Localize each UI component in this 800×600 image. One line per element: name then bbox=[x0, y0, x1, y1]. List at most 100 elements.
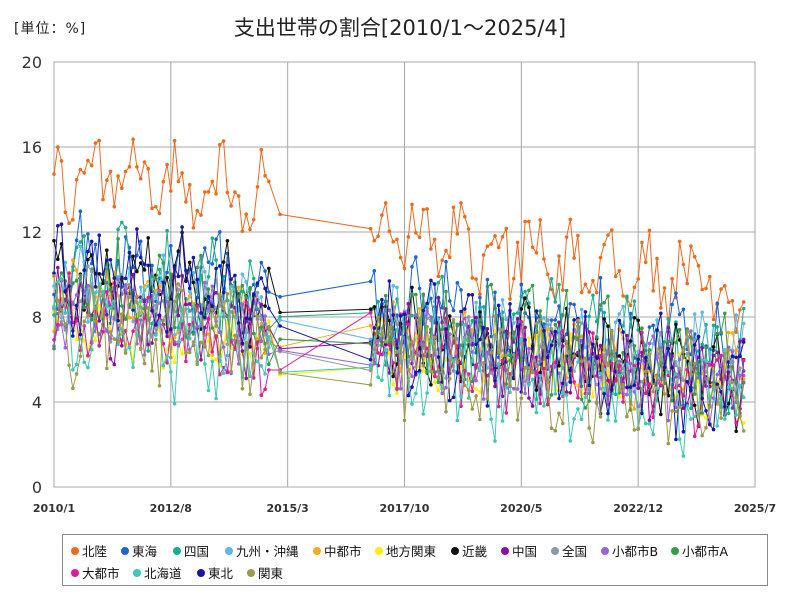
data-point bbox=[263, 286, 267, 291]
data-point bbox=[71, 386, 75, 391]
data-point bbox=[206, 317, 211, 322]
data-point bbox=[120, 186, 124, 190]
data-point bbox=[387, 343, 392, 347]
data-point bbox=[251, 292, 256, 297]
data-point bbox=[436, 388, 441, 393]
legend-item: 地方関東 bbox=[375, 541, 436, 560]
data-point bbox=[689, 417, 693, 421]
data-point bbox=[730, 299, 735, 303]
data-point bbox=[606, 372, 610, 377]
data-point bbox=[376, 338, 380, 343]
data-point bbox=[402, 266, 407, 271]
data-point bbox=[251, 312, 256, 316]
data-point bbox=[553, 360, 558, 365]
data-point bbox=[161, 363, 166, 368]
data-point bbox=[402, 312, 407, 317]
data-point bbox=[229, 369, 233, 374]
data-point bbox=[169, 370, 173, 374]
data-point bbox=[380, 331, 384, 336]
data-point bbox=[655, 356, 659, 361]
data-point bbox=[659, 342, 663, 347]
legend-item: 小都市B bbox=[601, 541, 658, 560]
data-point bbox=[545, 327, 550, 331]
data-point bbox=[184, 307, 188, 311]
data-point bbox=[534, 321, 539, 326]
data-point bbox=[677, 239, 682, 244]
data-point bbox=[97, 343, 101, 348]
data-point bbox=[647, 382, 652, 386]
data-point bbox=[538, 218, 542, 222]
data-point bbox=[643, 421, 648, 426]
data-point bbox=[504, 353, 509, 358]
data-point bbox=[93, 324, 98, 329]
data-point bbox=[169, 355, 173, 360]
data-point bbox=[82, 260, 86, 264]
data-point bbox=[459, 364, 463, 369]
data-point bbox=[195, 265, 199, 270]
data-point bbox=[572, 302, 576, 307]
data-point bbox=[681, 454, 686, 458]
data-point bbox=[685, 281, 689, 286]
data-point bbox=[636, 427, 640, 432]
data-point bbox=[206, 306, 211, 311]
data-point bbox=[666, 370, 671, 375]
data-point bbox=[534, 410, 539, 415]
data-point bbox=[621, 294, 625, 298]
data-point bbox=[677, 437, 682, 442]
data-point bbox=[251, 376, 256, 380]
data-point bbox=[508, 302, 512, 306]
data-point bbox=[267, 352, 271, 357]
data-point bbox=[504, 382, 509, 386]
data-point bbox=[738, 414, 742, 419]
data-point bbox=[594, 382, 599, 387]
data-point bbox=[368, 365, 373, 370]
data-point bbox=[218, 264, 222, 268]
data-point bbox=[576, 233, 580, 238]
data-point bbox=[534, 251, 539, 255]
data-point bbox=[146, 295, 150, 300]
data-point bbox=[221, 260, 226, 264]
data-point bbox=[267, 306, 271, 311]
data-point bbox=[127, 316, 132, 320]
data-point bbox=[659, 384, 663, 388]
data-point bbox=[267, 325, 271, 330]
data-point bbox=[391, 361, 396, 365]
series-13 bbox=[52, 222, 746, 442]
data-point bbox=[218, 330, 222, 334]
data-point bbox=[625, 392, 629, 397]
data-point bbox=[515, 387, 520, 391]
data-point bbox=[368, 383, 373, 387]
data-point bbox=[154, 288, 158, 293]
data-point bbox=[429, 296, 433, 301]
data-point bbox=[244, 295, 248, 300]
data-point bbox=[523, 365, 527, 370]
data-point bbox=[432, 374, 437, 379]
data-point bbox=[466, 315, 471, 319]
data-point bbox=[74, 268, 79, 273]
data-point bbox=[591, 440, 595, 445]
data-point bbox=[184, 268, 188, 273]
data-point bbox=[470, 319, 475, 323]
data-point bbox=[67, 284, 71, 288]
data-point bbox=[643, 260, 648, 265]
data-point bbox=[466, 227, 471, 231]
data-point bbox=[206, 295, 211, 299]
data-point bbox=[734, 413, 738, 417]
data-point bbox=[674, 291, 678, 296]
data-point bbox=[715, 424, 720, 428]
data-point bbox=[651, 334, 655, 338]
data-point bbox=[157, 253, 162, 258]
data-point bbox=[730, 354, 735, 359]
data-point bbox=[86, 232, 90, 236]
data-point bbox=[429, 315, 433, 319]
legend-label: 大都市 bbox=[82, 566, 120, 581]
data-point bbox=[587, 399, 591, 403]
x-tick-label: 2020/5 bbox=[500, 502, 542, 515]
data-point bbox=[617, 354, 622, 358]
data-point bbox=[429, 369, 433, 374]
data-point bbox=[263, 269, 267, 273]
data-point bbox=[647, 418, 652, 423]
data-point bbox=[470, 389, 475, 394]
data-point bbox=[59, 271, 64, 275]
data-point bbox=[221, 345, 226, 349]
